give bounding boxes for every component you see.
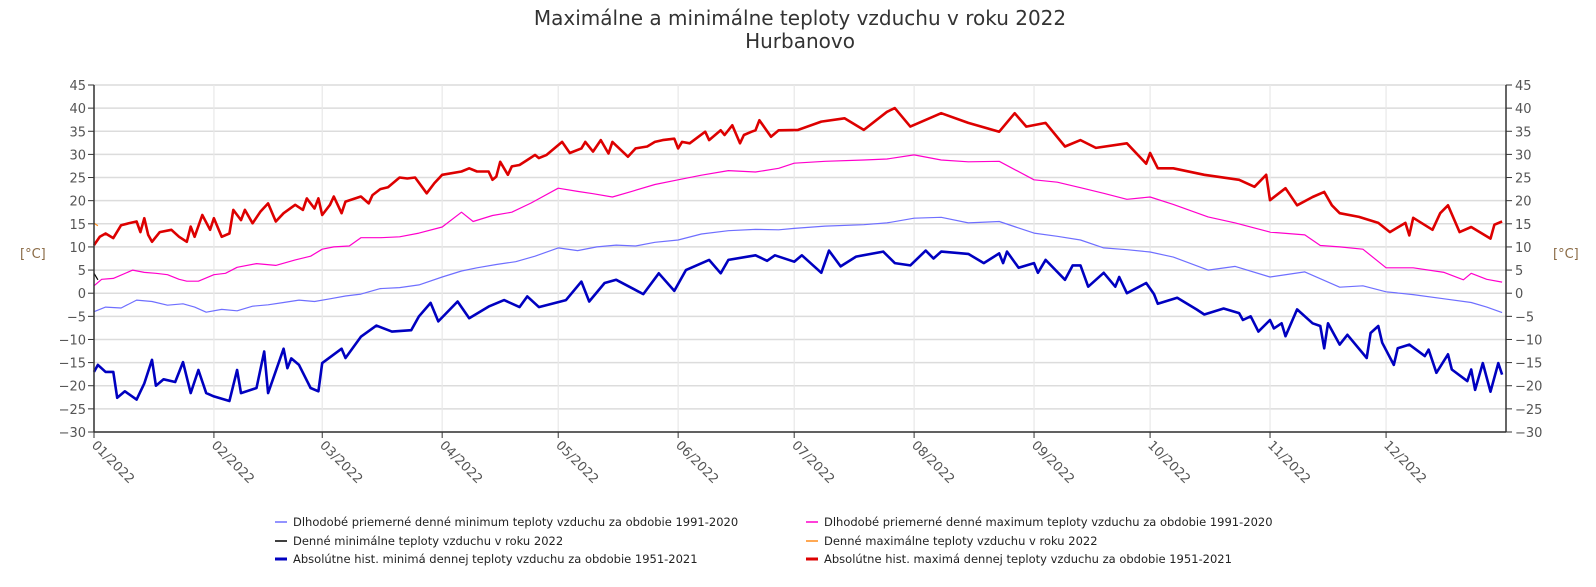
y-tick-label-right: −5 xyxy=(1515,310,1534,325)
legend: Dlhodobé priemerné denné minimum teploty… xyxy=(275,515,1273,566)
legend-item: Dlhodobé priemerné denné minimum teploty… xyxy=(275,515,738,529)
series-line-5 xyxy=(92,106,1503,246)
y-tick-label-right: −30 xyxy=(1515,426,1542,441)
y-tick-label-right: 0 xyxy=(1515,287,1523,302)
y-tick-label-left: 20 xyxy=(69,195,86,210)
y-tick-label-right: 40 xyxy=(1515,102,1532,117)
legend-item: Absolútne hist. minimá dennej teploty vz… xyxy=(275,552,698,566)
y-tick-label-right: 35 xyxy=(1515,125,1532,140)
y-axis-label-left: [°C] xyxy=(20,247,46,262)
y-tick-label-left: 45 xyxy=(69,79,86,94)
y-tick-label-left: −20 xyxy=(59,380,86,395)
legend-item: Dlhodobé priemerné denné maximum teploty… xyxy=(806,515,1273,529)
x-tick-label: 09/2022 xyxy=(1028,438,1077,487)
axes: −30 −30 −25 −25 −20 −20 −15 −15 −10 −10 −5 −5 0 0 5 5 10… xyxy=(59,79,1543,487)
y-tick-label-right: 10 xyxy=(1515,241,1532,256)
legend-label: Absolútne hist. minimá dennej teploty vz… xyxy=(293,552,698,566)
x-tick-label: 05/2022 xyxy=(552,438,601,487)
y-tick-label-left: 15 xyxy=(69,218,86,233)
y-tick-label-left: 5 xyxy=(78,264,86,279)
x-tick-label: 03/2022 xyxy=(316,438,365,487)
legend-label: Denné minimálne teploty vzduchu v roku 2… xyxy=(293,534,563,548)
x-tick-label: 11/2022 xyxy=(1264,438,1313,487)
y-tick-label-right: 30 xyxy=(1515,148,1532,163)
y-tick-label-right: −10 xyxy=(1515,333,1542,348)
x-tick-label: 08/2022 xyxy=(908,438,957,487)
y-tick-label-left: 30 xyxy=(69,148,86,163)
y-tick-label-left: 40 xyxy=(69,102,86,117)
y-tick-label-right: 45 xyxy=(1515,79,1532,94)
y-tick-label-left: −15 xyxy=(59,357,86,372)
y-tick-label-right: −20 xyxy=(1515,380,1542,395)
plot-area xyxy=(92,106,1504,403)
y-tick-label-left: −25 xyxy=(59,403,86,418)
chart-subtitle: Hurbanovo xyxy=(745,29,855,53)
legend-label: Dlhodobé priemerné denné minimum teploty… xyxy=(293,515,738,529)
grid xyxy=(93,84,1506,433)
x-tick-label: 01/2022 xyxy=(88,438,137,487)
y-tick-label-right: −25 xyxy=(1515,403,1542,418)
y-tick-label-left: 0 xyxy=(78,287,86,302)
y-tick-label-right: 15 xyxy=(1515,218,1532,233)
legend-label: Denné maximálne teploty vzduchu v roku 2… xyxy=(824,534,1098,548)
y-tick-label-right: −15 xyxy=(1515,357,1542,372)
series-line-1 xyxy=(93,154,1503,287)
y-tick-label-left: 10 xyxy=(69,241,86,256)
y-axis-label-right: [°C] xyxy=(1553,247,1579,262)
legend-item: Denné minimálne teploty vzduchu v roku 2… xyxy=(275,534,563,548)
y-tick-label-left: 25 xyxy=(69,172,86,187)
y-tick-label-right: 5 xyxy=(1515,264,1523,279)
series-line-0 xyxy=(93,216,1503,314)
y-tick-label-left: −5 xyxy=(67,310,86,325)
legend-item: Absolútne hist. maximá dennej teploty vz… xyxy=(806,552,1232,566)
x-tick-label: 10/2022 xyxy=(1144,438,1193,487)
legend-label: Absolútne hist. maximá dennej teploty vz… xyxy=(824,552,1232,566)
y-tick-label-left: −10 xyxy=(59,333,86,348)
legend-item: Denné maximálne teploty vzduchu v roku 2… xyxy=(806,534,1098,548)
y-tick-label-right: 20 xyxy=(1515,195,1532,210)
y-tick-label-left: −30 xyxy=(59,426,86,441)
x-tick-label: 02/2022 xyxy=(208,438,257,487)
series-line-4 xyxy=(92,249,1504,403)
x-tick-label: 12/2022 xyxy=(1380,438,1429,487)
y-tick-label-right: 25 xyxy=(1515,172,1532,187)
x-tick-label: 04/2022 xyxy=(436,438,485,487)
chart-title: Maximálne a minimálne teploty vzduchu v … xyxy=(534,6,1066,30)
x-tick-label: 07/2022 xyxy=(788,438,837,487)
legend-label: Dlhodobé priemerné denné maximum teploty… xyxy=(824,515,1273,529)
x-tick-label: 06/2022 xyxy=(672,438,721,487)
y-tick-label-left: 35 xyxy=(69,125,86,140)
